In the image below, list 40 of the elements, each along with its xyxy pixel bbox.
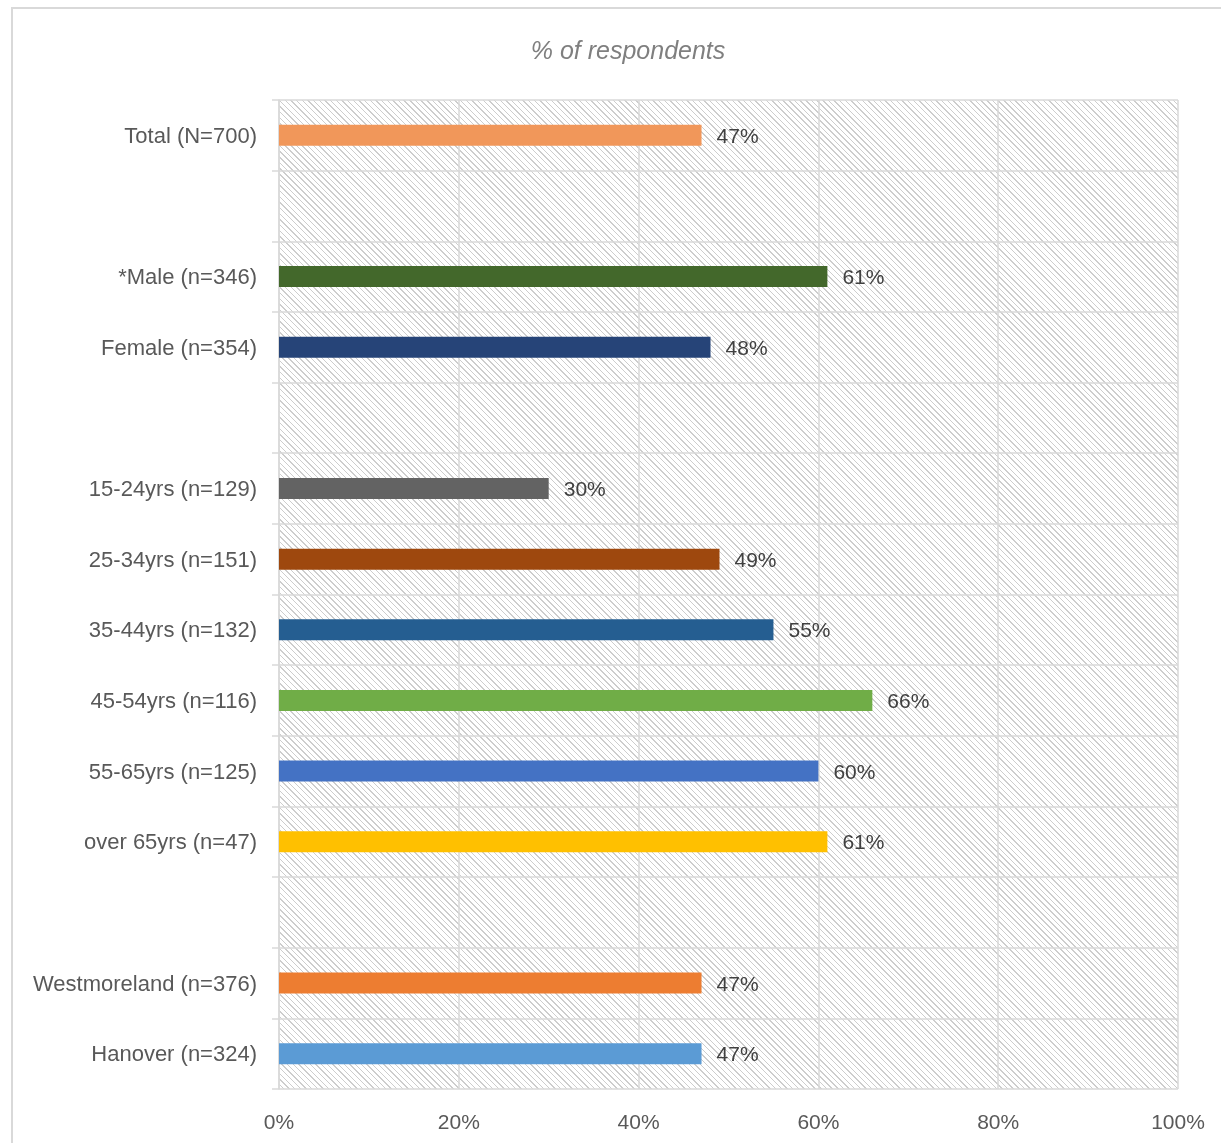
y-tick-label: 35-44yrs (n=132) xyxy=(88,617,257,643)
data-label: 47% xyxy=(716,1042,759,1066)
data-label: 48% xyxy=(725,335,768,359)
x-tick-label: 40% xyxy=(617,1110,660,1133)
x-tick-label: 60% xyxy=(797,1110,840,1133)
bar xyxy=(279,478,549,500)
y-tick-label: Total (N=700) xyxy=(124,122,257,148)
y-tick-label: 25-34yrs (n=151) xyxy=(88,546,257,572)
y-tick-label: over 65yrs (n=47) xyxy=(83,829,257,855)
y-tick-label: 55-65yrs (n=125) xyxy=(88,758,257,784)
x-tick-label: 80% xyxy=(977,1110,1020,1133)
y-tick-label: Female (n=354) xyxy=(101,334,257,360)
bar xyxy=(279,831,828,853)
data-label: 61% xyxy=(842,265,885,289)
data-label: 49% xyxy=(734,547,777,571)
x-tick-label: 20% xyxy=(437,1110,480,1133)
bar xyxy=(279,689,873,711)
data-label: 60% xyxy=(833,759,876,783)
data-label: 47% xyxy=(716,123,759,147)
bar xyxy=(279,760,819,782)
y-tick-label: Hanover (n=324) xyxy=(91,1041,257,1067)
data-label: 61% xyxy=(842,830,885,854)
y-tick-label: *Male (n=346) xyxy=(118,264,257,290)
data-label: 47% xyxy=(716,971,759,995)
y-tick-label: 15-24yrs (n=129) xyxy=(88,476,257,502)
data-label: 55% xyxy=(788,618,831,642)
bar xyxy=(279,336,711,358)
bar xyxy=(279,619,774,641)
chart-title: % of respondents xyxy=(530,35,726,64)
bar xyxy=(279,266,828,288)
data-label: 66% xyxy=(887,688,930,712)
bar xyxy=(279,548,720,570)
bar xyxy=(279,1043,702,1065)
y-tick-label: Westmoreland (n=376) xyxy=(33,970,257,996)
data-label: 30% xyxy=(563,477,606,501)
x-tick-label: 0% xyxy=(263,1110,295,1133)
x-tick-label: 100% xyxy=(1151,1110,1205,1133)
bar xyxy=(279,972,702,994)
bar xyxy=(279,124,702,146)
y-tick-label: 45-54yrs (n=116) xyxy=(90,687,257,713)
